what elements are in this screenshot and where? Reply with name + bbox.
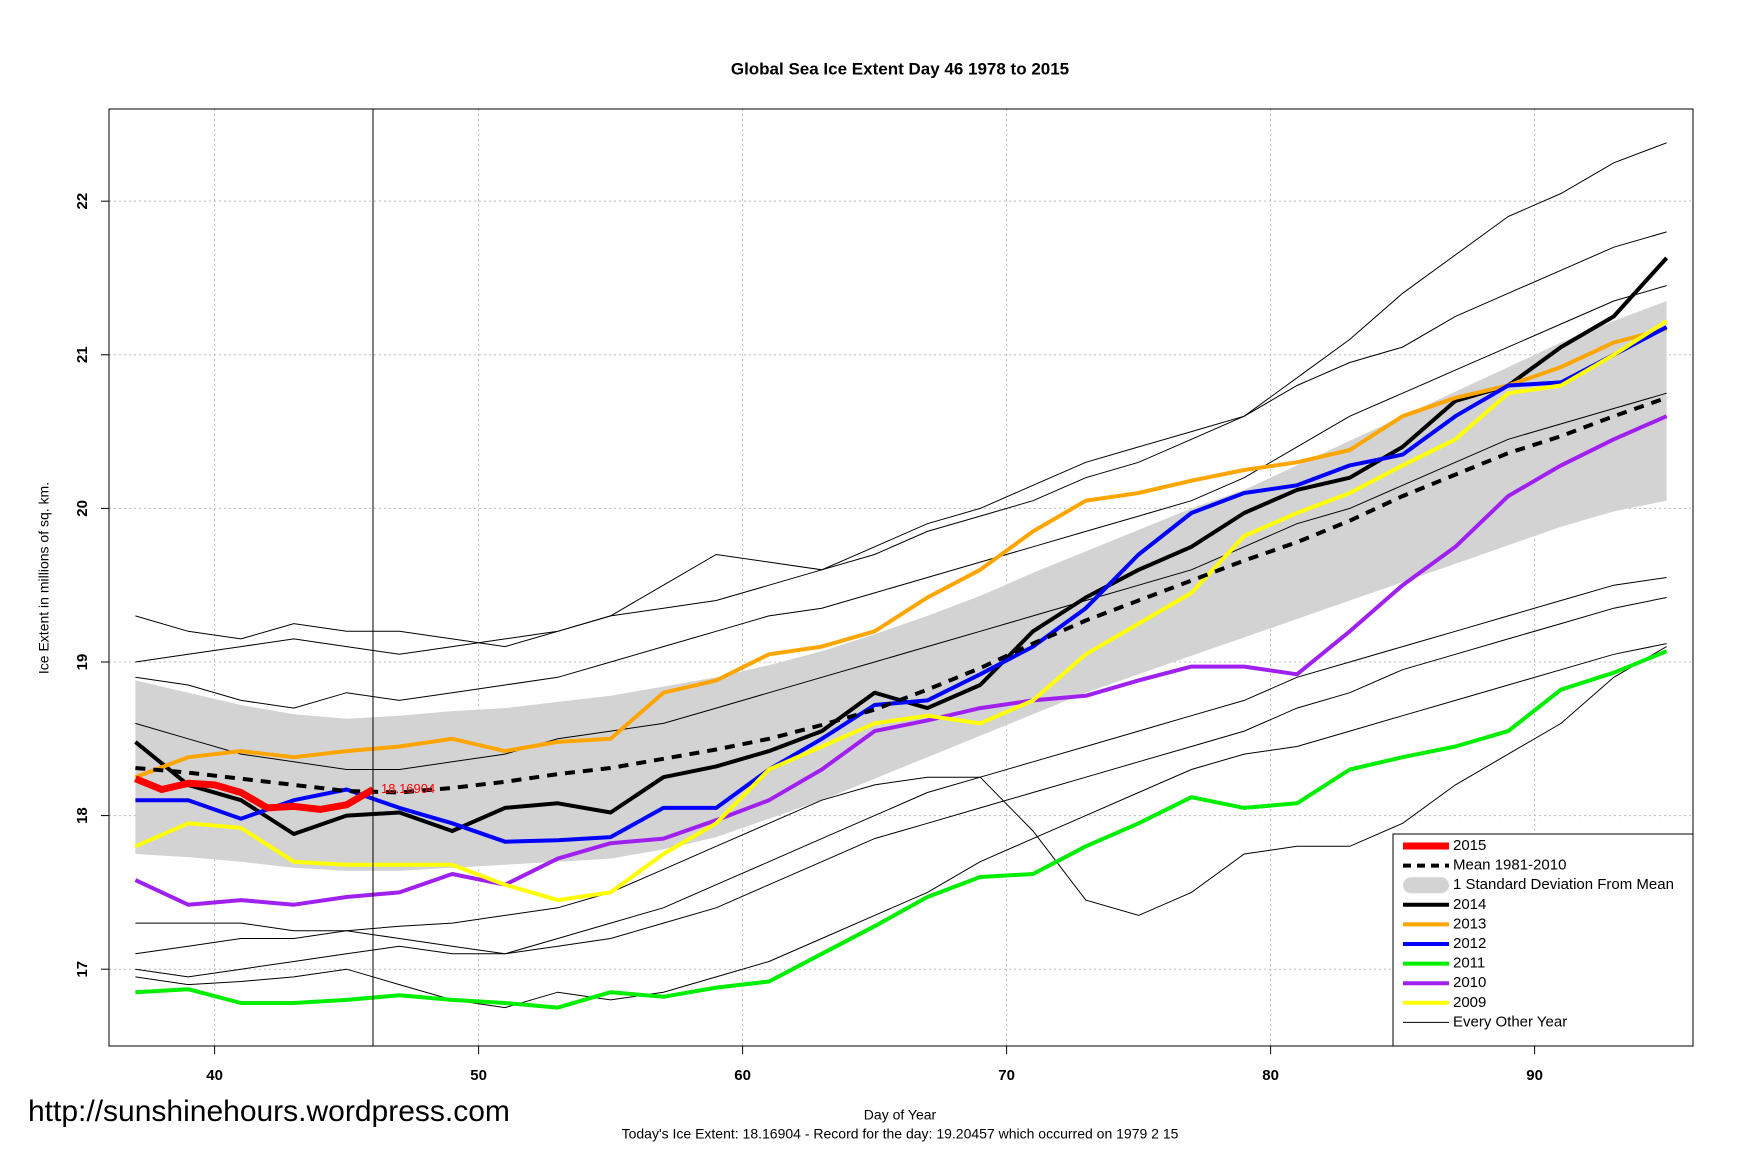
other-year-line xyxy=(135,231,1667,663)
x-tick-label: 60 xyxy=(734,1067,751,1084)
chart-title: Global Sea Ice Extent Day 46 1978 to 201… xyxy=(731,59,1069,78)
watermark: http://sunshinehours.wordpress.com xyxy=(28,1095,510,1128)
y-tick-label: 21 xyxy=(74,346,91,363)
other-year-line xyxy=(135,646,1667,932)
legend-label: 2015 xyxy=(1453,837,1486,854)
x-tick-label: 90 xyxy=(1526,1067,1543,1084)
legend-label: 2010 xyxy=(1453,974,1486,991)
y-tick-label: 22 xyxy=(74,193,91,210)
other-year-line xyxy=(135,285,1667,709)
x-axis-label: Day of Year xyxy=(864,1107,937,1123)
series-line xyxy=(134,775,375,813)
end-value-label: 18.16904 xyxy=(381,781,435,796)
legend-label: Every Other Year xyxy=(1453,1013,1567,1030)
y-tick-label: 18 xyxy=(74,807,91,824)
legend-swatch xyxy=(1403,877,1449,894)
series-line xyxy=(134,319,1668,903)
legend-box xyxy=(1392,833,1694,1047)
x-tick-label: 70 xyxy=(998,1067,1015,1084)
legend-label: 2012 xyxy=(1453,935,1486,952)
x-tick-label: 40 xyxy=(206,1067,223,1084)
y-tick-label: 20 xyxy=(74,500,91,517)
series-line xyxy=(135,395,1668,795)
legend-label: 2011 xyxy=(1453,955,1485,972)
legend-label: 1 Standard Deviation From Mean xyxy=(1453,876,1674,893)
y-tick-label: 19 xyxy=(74,654,91,671)
other-year-line xyxy=(135,643,1667,1009)
footnote: Today's Ice Extent: 18.16904 - Record fo… xyxy=(622,1126,1179,1142)
x-tick-label: 80 xyxy=(1262,1067,1279,1084)
other-year-line xyxy=(135,577,1667,955)
legend-label: 2014 xyxy=(1453,896,1486,913)
legend-label: Mean 1981-2010 xyxy=(1453,857,1566,874)
other-year-line xyxy=(135,597,1667,978)
y-tick-label: 17 xyxy=(74,961,91,978)
series-line xyxy=(135,325,1668,844)
other-year-line xyxy=(135,392,1667,770)
y-axis-label: Ice Extent in millions of sq. km. xyxy=(36,482,52,674)
series-line xyxy=(134,414,1668,907)
sd-band xyxy=(135,301,1667,871)
series-line xyxy=(134,326,1668,780)
series-line xyxy=(135,649,1668,1010)
x-tick-label: 50 xyxy=(470,1067,487,1084)
legend-label: 2013 xyxy=(1453,915,1486,932)
legend-label: 2009 xyxy=(1453,994,1486,1011)
plot-area xyxy=(134,142,1669,1010)
plot-frame xyxy=(108,108,1694,1047)
other-year-line xyxy=(135,142,1667,648)
